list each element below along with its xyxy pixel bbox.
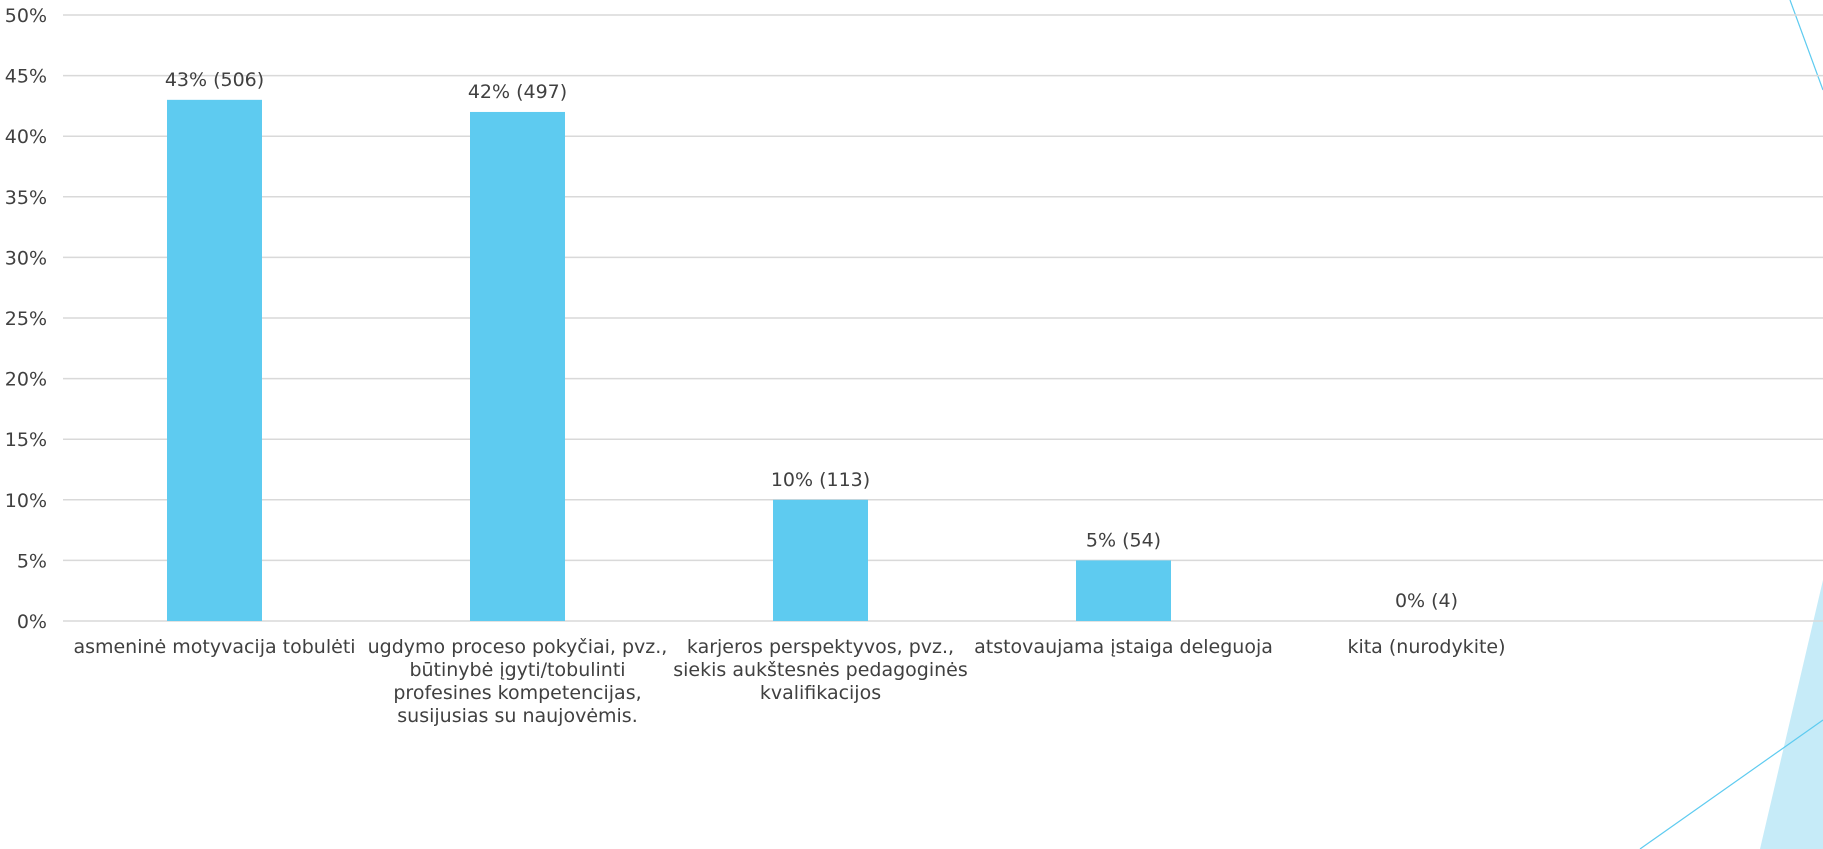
bar <box>167 99 262 622</box>
data-label: 5% (54) <box>1086 529 1161 551</box>
corner-decoration <box>1639 0 1823 849</box>
data-label: 42% (497) <box>468 81 567 103</box>
category-label-line: kita (nurodykite) <box>1347 636 1505 658</box>
category-label-line: siekis aukštesnės pedagoginės <box>673 659 968 681</box>
bar <box>773 499 868 621</box>
y-tick-label: 45% <box>5 66 47 88</box>
y-tick-label: 5% <box>17 550 47 572</box>
bar <box>470 111 565 622</box>
category-label-line: būtinybė įgyti/tobulinti <box>409 659 625 681</box>
gridlines <box>63 14 1823 622</box>
category-label-line: asmeninė motyvacija tobulėti <box>73 636 355 658</box>
y-tick-label: 20% <box>5 369 47 391</box>
category-label: asmeninė motyvacija tobulėti <box>73 636 355 658</box>
category-label-line: kvalifikacijos <box>760 682 881 704</box>
decor-line-bottom <box>1639 719 1823 849</box>
y-tick-label: 0% <box>17 611 47 633</box>
category-label-line: karjeros perspektyvos, pvz., <box>687 636 954 658</box>
bars <box>167 99 1171 622</box>
category-label: ugdymo proceso pokyčiai, pvz., būtinybė į… <box>368 636 668 727</box>
y-tick-label: 35% <box>5 187 47 209</box>
decor-line-top <box>1789 0 1823 91</box>
category-label: atstovaujama įstaiga deleguoja <box>974 636 1273 658</box>
decor-triangle <box>1760 580 1823 849</box>
bar <box>1076 560 1171 621</box>
y-axis: 0% 5% 10% 15% 20% 25% 30% 35% 40% 45% 50% <box>5 5 47 633</box>
y-tick-label: 10% <box>5 490 47 512</box>
y-tick-label: 40% <box>5 126 47 148</box>
category-label-line: atstovaujama įstaiga deleguoja <box>974 636 1273 658</box>
category-label-line: profesines kompetencijas, <box>393 682 641 704</box>
y-tick-label: 25% <box>5 308 47 330</box>
data-label: 10% (113) <box>771 469 870 491</box>
data-label: 43% (506) <box>165 69 264 91</box>
category-label: kita (nurodykite) <box>1347 636 1505 658</box>
x-axis: asmeninė motyvacija tobulėti ugdymo proce… <box>73 636 1505 727</box>
category-label-line: ugdymo proceso pokyčiai, pvz., <box>368 636 668 658</box>
y-tick-label: 15% <box>5 429 47 451</box>
y-tick-label: 50% <box>5 5 47 27</box>
data-label: 0% (4) <box>1395 590 1458 612</box>
y-tick-label: 30% <box>5 247 47 269</box>
category-label: karjeros perspektyvos, pvz., siekis aukšt… <box>673 636 968 704</box>
data-labels: 43% (506) 42% (497) 10% (113) 5% (54) 0% (4) <box>165 69 1458 612</box>
category-label-line: susijusias su naujovėmis. <box>397 705 637 727</box>
